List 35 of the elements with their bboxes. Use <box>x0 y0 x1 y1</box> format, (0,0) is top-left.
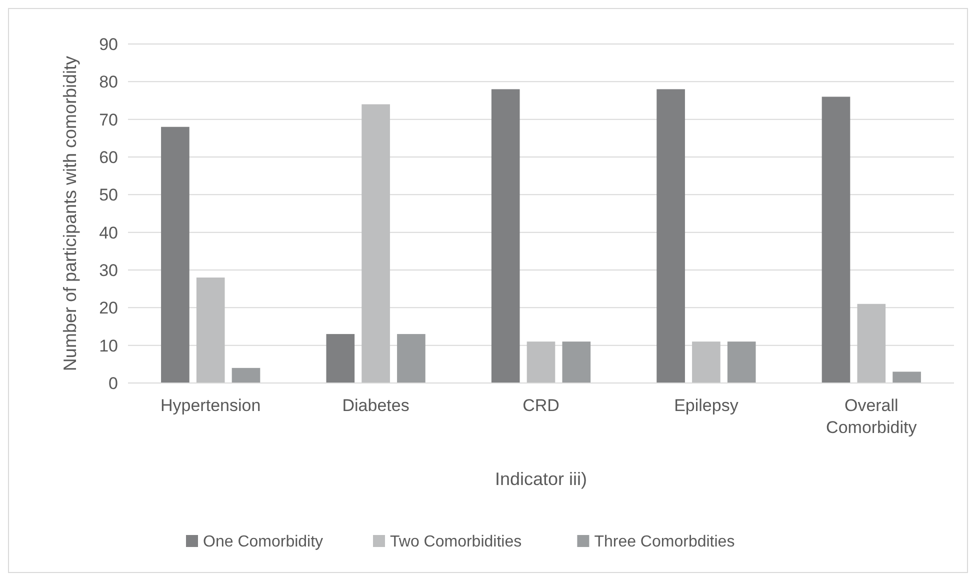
bar <box>196 278 225 383</box>
y-tick-label: 90 <box>99 34 118 54</box>
bar <box>727 342 756 383</box>
y-tick-label: 0 <box>108 374 118 393</box>
y-tick-label: 80 <box>99 72 118 92</box>
bar <box>892 372 921 383</box>
bar <box>362 104 390 383</box>
bar <box>692 342 720 383</box>
x-tick-label: Overall Comorbidity <box>826 396 918 437</box>
bar <box>397 334 426 383</box>
x-tick-label: CRD <box>522 396 560 415</box>
y-tick-label: 30 <box>99 260 118 280</box>
bar <box>161 126 190 383</box>
bar <box>326 334 355 383</box>
legend-label: Three Comorbdities <box>594 534 735 551</box>
y-axis-title: Number of participants with comorbidity <box>60 56 80 372</box>
y-tick-label: 50 <box>99 186 118 205</box>
x-tick-label: Epilepsy <box>674 396 739 415</box>
y-tick-label: 10 <box>99 336 118 356</box>
legend-label: Two Comorbidities <box>390 534 522 551</box>
y-tick-label: 60 <box>99 148 118 167</box>
x-axis-title: Indicator iii) <box>494 469 588 489</box>
y-tick-label: 40 <box>99 223 118 242</box>
legend-label: One Comorbidity <box>203 534 324 551</box>
bar <box>822 96 850 383</box>
bar <box>562 342 591 383</box>
x-tick-label: Diabetes <box>342 396 410 415</box>
y-tick-label: 70 <box>99 110 118 130</box>
x-tick-label: Hypertension <box>160 396 261 415</box>
bar <box>526 342 556 383</box>
bar <box>857 304 886 383</box>
bar <box>656 89 685 383</box>
bar <box>491 89 520 383</box>
y-tick-label: 20 <box>99 298 118 318</box>
bar <box>232 368 260 383</box>
